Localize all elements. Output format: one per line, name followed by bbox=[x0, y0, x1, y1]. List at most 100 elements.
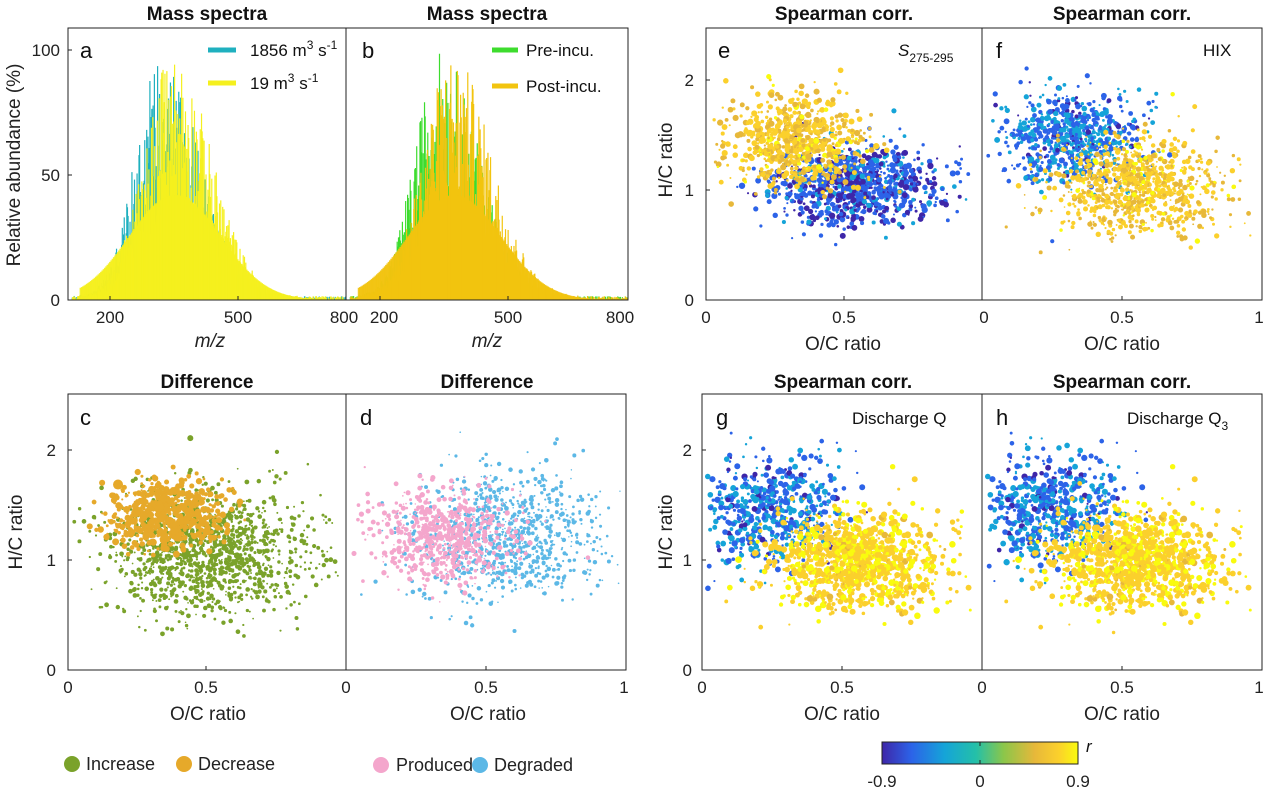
increase-point bbox=[293, 600, 296, 604]
increase-point bbox=[195, 604, 199, 609]
increase-point bbox=[181, 559, 185, 563]
increase-point bbox=[178, 561, 184, 567]
decrease-point bbox=[140, 503, 146, 509]
increase-point bbox=[218, 560, 223, 565]
degraded-point bbox=[549, 556, 552, 559]
increase-point bbox=[183, 584, 187, 588]
increase-point bbox=[201, 574, 204, 578]
increase-point bbox=[247, 542, 252, 547]
decrease-point bbox=[147, 531, 155, 539]
degraded-point bbox=[450, 577, 453, 581]
decrease-point bbox=[131, 514, 135, 518]
degraded-point bbox=[558, 491, 561, 494]
increase-point bbox=[94, 534, 98, 537]
degraded-point bbox=[553, 543, 556, 546]
degraded-point bbox=[412, 529, 417, 533]
increase-point bbox=[221, 620, 226, 625]
degraded-point bbox=[535, 555, 541, 560]
degraded-point bbox=[598, 578, 602, 582]
increase-point bbox=[266, 527, 269, 529]
increase-point bbox=[210, 609, 214, 613]
degraded-point bbox=[568, 568, 573, 573]
degraded-point bbox=[410, 538, 415, 543]
increase-point bbox=[205, 498, 210, 503]
increase-point bbox=[165, 626, 170, 631]
increase-point bbox=[98, 605, 102, 609]
increase-point bbox=[294, 616, 299, 621]
degraded-point bbox=[586, 540, 589, 543]
panel-a-title: Mass spectra bbox=[147, 4, 268, 25]
decrease-point bbox=[134, 491, 138, 495]
increase-point bbox=[258, 549, 262, 553]
increase-point bbox=[146, 571, 149, 575]
increase-point bbox=[271, 468, 274, 471]
increase-point bbox=[237, 564, 242, 570]
decrease-point bbox=[164, 479, 170, 485]
increase-point bbox=[195, 576, 198, 579]
increase-point bbox=[77, 507, 82, 511]
degraded-point bbox=[570, 469, 573, 471]
increase-point bbox=[228, 610, 232, 614]
degraded-point bbox=[520, 480, 523, 483]
increase-point bbox=[266, 538, 269, 541]
degraded-point bbox=[594, 516, 598, 520]
increase-point bbox=[252, 617, 254, 620]
increase-point bbox=[288, 592, 292, 595]
increase-point bbox=[115, 587, 118, 590]
degraded-point bbox=[470, 572, 473, 575]
degraded-point bbox=[535, 518, 539, 522]
increase-point bbox=[108, 555, 113, 560]
decrease-point bbox=[142, 527, 148, 533]
increase-point bbox=[142, 567, 147, 572]
decrease-point bbox=[160, 495, 167, 503]
increase-point bbox=[97, 524, 100, 527]
increase-point bbox=[266, 582, 269, 585]
degraded-point bbox=[481, 456, 485, 461]
increase-point bbox=[148, 567, 153, 571]
degraded-point bbox=[544, 498, 547, 501]
degraded-point bbox=[490, 573, 493, 576]
increase-point bbox=[124, 572, 129, 576]
degraded-point bbox=[484, 548, 487, 551]
degraded-point bbox=[546, 566, 552, 572]
degraded-point bbox=[532, 522, 535, 524]
increase-point bbox=[245, 547, 249, 551]
increase-point bbox=[235, 507, 239, 511]
increase-point bbox=[244, 534, 247, 537]
increase-point bbox=[263, 566, 269, 571]
increase-point bbox=[235, 572, 240, 577]
decrease-point bbox=[217, 512, 222, 517]
degraded-point bbox=[493, 494, 498, 499]
decrease-point bbox=[147, 478, 152, 482]
decrease-point bbox=[214, 518, 219, 523]
decrease-point bbox=[204, 524, 211, 532]
decrease-point bbox=[186, 473, 192, 479]
decrease-point bbox=[122, 519, 125, 523]
degraded-point bbox=[541, 560, 546, 565]
increase-point bbox=[272, 480, 277, 485]
degraded-point bbox=[580, 522, 583, 525]
degraded-point bbox=[509, 517, 513, 520]
degraded-point bbox=[569, 516, 572, 519]
decrease-point bbox=[231, 486, 235, 491]
decrease-point bbox=[176, 517, 184, 525]
degraded-point bbox=[590, 526, 594, 529]
degraded-point bbox=[545, 516, 548, 518]
degraded-point bbox=[443, 590, 448, 595]
increase-point bbox=[190, 528, 195, 533]
degraded-point bbox=[538, 540, 542, 544]
degraded-point bbox=[530, 531, 535, 536]
degraded-point bbox=[555, 532, 561, 538]
degraded-point bbox=[498, 492, 501, 495]
increase-point bbox=[303, 568, 307, 571]
increase-point bbox=[145, 560, 149, 563]
increase-point bbox=[194, 488, 198, 492]
degraded-point bbox=[548, 500, 552, 504]
degraded-point bbox=[537, 579, 541, 583]
decrease-point bbox=[212, 516, 215, 519]
degraded-point bbox=[417, 587, 422, 592]
degraded-point bbox=[503, 545, 506, 548]
degraded-point bbox=[501, 595, 505, 598]
degraded-point bbox=[514, 557, 517, 560]
degraded-point bbox=[508, 579, 513, 584]
